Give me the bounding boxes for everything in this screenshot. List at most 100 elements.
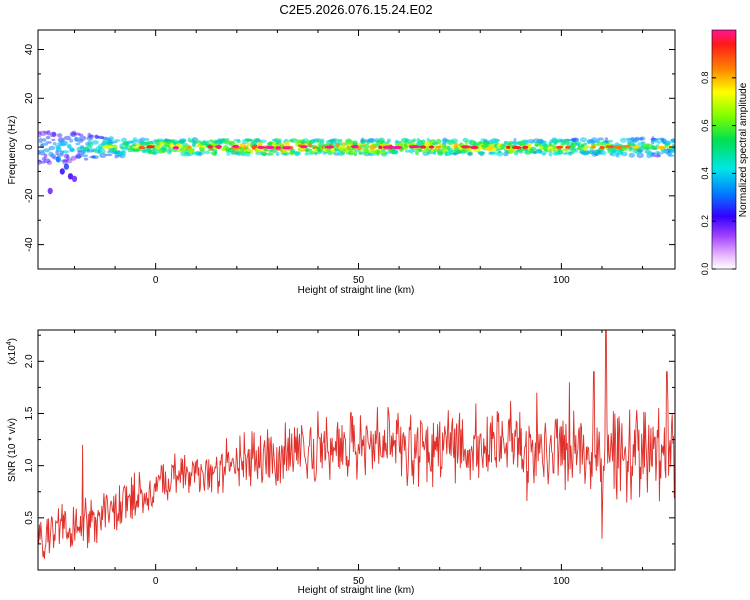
snr-y-tick-label: 1.5	[24, 406, 35, 420]
spectrogram-cell	[46, 130, 51, 133]
spectrogram-cell	[320, 138, 325, 143]
spectrogram-cell	[280, 150, 289, 154]
spectrogram-cell	[420, 149, 427, 153]
spectrogram-ridge-core	[146, 145, 155, 149]
spectrogram-cell	[552, 144, 556, 150]
spectrogram-cell	[530, 146, 537, 151]
spectrogram-cell	[38, 159, 42, 165]
snr-x-label: Height of straight line (km)	[298, 585, 415, 596]
spectrogram-cell	[436, 138, 442, 145]
spectrogram-cell	[236, 139, 241, 143]
spectrogram-cell	[97, 149, 101, 154]
spectrogram-cell	[421, 139, 426, 145]
spectrogram-cell	[108, 136, 115, 142]
spectrogram-plot-frame	[37, 29, 676, 270]
spectrogram-cell	[473, 141, 478, 145]
spectrogram-cell	[628, 152, 635, 158]
spectrogram-cell	[99, 149, 106, 154]
spectrogram-ridge-core	[656, 145, 667, 150]
spectrogram-cell	[41, 138, 47, 142]
spectrogram-cell	[656, 152, 661, 157]
spectrogram-cell	[74, 132, 81, 135]
spectrogram-cell	[663, 148, 667, 154]
spectrogram-cell	[214, 149, 218, 155]
spectrogram-cell	[620, 137, 627, 143]
snr-y-multiplier: (x104)	[6, 338, 18, 365]
spectrogram-cell	[572, 137, 580, 143]
spectrogram-ridge-core	[138, 146, 146, 150]
spectrogram-ridge-core	[428, 145, 435, 149]
snr-y-multiplier-exp: 4	[6, 341, 13, 345]
spectrogram-cell	[637, 149, 643, 154]
spectrogram-cell	[568, 151, 573, 157]
spectrogram-cell	[132, 137, 138, 142]
spectrogram-cell	[363, 151, 371, 157]
spectrogram-cell	[386, 138, 392, 143]
spectrogram-cell	[342, 148, 347, 153]
spectrogram-cell	[542, 152, 546, 156]
spectrogram-cell	[64, 141, 68, 146]
spectrogram-cell	[114, 139, 121, 142]
spectrogram-cell	[40, 142, 49, 146]
spectrogram-cell	[496, 151, 504, 157]
spectrogram-cell	[442, 141, 448, 145]
spectrogram-cell	[91, 155, 99, 160]
spectrogram-cell	[290, 148, 296, 153]
spectrogram-cell	[354, 149, 361, 153]
spectrogram-cell	[450, 138, 459, 144]
colorbar-tick-label: 0.0	[700, 263, 710, 276]
spectrogram-ridge-core	[207, 145, 213, 149]
spectrogram-cell	[555, 139, 562, 143]
spectrogram-ridge-core	[102, 145, 114, 149]
figure-title: C2E5.2026.076.15.24.E02	[279, 2, 432, 17]
spectrogram-y-tick-label: -40	[24, 237, 35, 252]
spectrogram-ridge-core	[350, 145, 359, 149]
spectrogram-cell	[639, 136, 646, 141]
spectrogram-cell	[226, 152, 231, 156]
spectrogram-cell	[362, 147, 369, 153]
spectrogram-cell	[610, 152, 617, 157]
colorbar-tick-label: 0.4	[700, 167, 710, 180]
spectrogram-cell	[139, 137, 146, 142]
spectrogram-cell	[83, 157, 89, 161]
spectrogram-scatter-blob	[55, 156, 61, 163]
spectrogram-cell	[85, 145, 93, 151]
spectrogram-cell	[516, 141, 524, 145]
spectrogram-ridge-core	[506, 145, 511, 149]
snr-y-label: SNR (10 * v/v)	[7, 418, 18, 482]
spectrogram-cell	[304, 152, 310, 156]
spectrogram-ridge-core	[590, 145, 596, 149]
spectrogram-cell	[271, 138, 278, 142]
spectrogram-ridge-core	[383, 145, 395, 149]
spectrogram-cell	[462, 137, 469, 143]
spectrogram-cell	[66, 154, 70, 160]
spectrogram-cell	[651, 152, 656, 155]
spectrogram-ridge-core	[624, 144, 631, 148]
spectrogram-cell	[367, 138, 375, 142]
spectrogram-cell	[494, 140, 499, 143]
spectrogram-cell	[294, 151, 301, 155]
snr-x-ticks: 0 50 100	[74, 330, 644, 587]
spectrogram-ridge-core	[282, 146, 292, 150]
spectrogram-x-tick-label: 50	[353, 275, 365, 286]
spectrogram-cell	[656, 141, 662, 144]
spectrogram-y-tick-label: 20	[24, 92, 35, 104]
spectrogram-cell	[436, 148, 445, 155]
spectrogram-cell	[218, 139, 223, 142]
spectrogram-cell	[66, 144, 72, 149]
spectrogram-cell	[441, 138, 449, 143]
spectrogram-y-label: Frequency (Hz)	[7, 116, 18, 185]
spectrogram-cell	[191, 142, 196, 148]
spectrogram-cell	[359, 144, 365, 149]
spectrogram-cell	[69, 131, 77, 137]
spectrogram-cell	[61, 150, 70, 154]
spectrogram-cell	[380, 148, 386, 152]
snr-plot-frame	[37, 329, 676, 571]
spectrogram-cell	[393, 149, 399, 155]
spectrogram-ridge-core	[555, 145, 564, 149]
svg-text:(x104): (x104)	[6, 338, 18, 365]
spectrogram-cell	[43, 131, 49, 134]
spectrogram-cell	[522, 139, 529, 144]
spectrogram-cell	[660, 137, 665, 143]
spectrogram-cell	[39, 130, 48, 136]
